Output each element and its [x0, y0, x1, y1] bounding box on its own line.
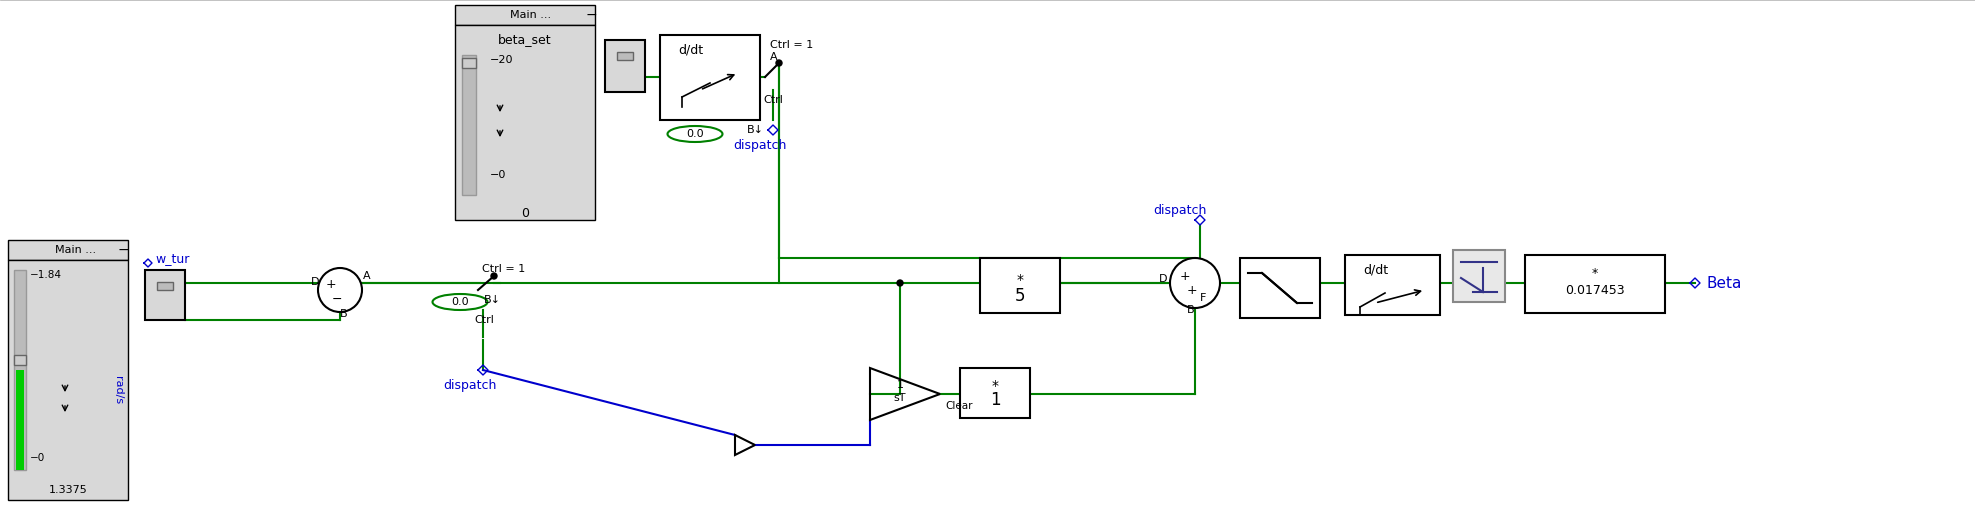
Text: +: + [1179, 271, 1191, 283]
Text: −0: −0 [490, 170, 506, 180]
Bar [14, 355, 26, 365]
Bar [1345, 255, 1440, 315]
Bar [960, 368, 1031, 418]
Text: 5: 5 [1015, 287, 1025, 305]
Text: 0.017453: 0.017453 [1564, 284, 1625, 298]
Bar [144, 270, 186, 320]
Text: −1.84: −1.84 [30, 270, 61, 280]
Bar [604, 40, 646, 92]
Bar [462, 55, 476, 195]
Text: D: D [310, 277, 320, 287]
Bar [980, 258, 1061, 313]
Text: Ctrl: Ctrl [762, 95, 782, 105]
Text: Beta: Beta [1706, 275, 1742, 291]
Text: Main ...: Main ... [55, 245, 97, 255]
Circle shape [897, 280, 903, 286]
Text: dispatch: dispatch [1153, 203, 1207, 216]
Text: −: − [585, 8, 596, 22]
Text: Ctrl = 1: Ctrl = 1 [770, 40, 814, 50]
Text: w_tur: w_tur [154, 252, 190, 266]
Bar [1454, 250, 1505, 302]
Bar [1240, 258, 1319, 318]
Text: B↓: B↓ [484, 295, 502, 305]
Bar [156, 282, 174, 290]
Text: −: − [332, 293, 342, 306]
Bar [8, 260, 128, 500]
Text: −20: −20 [490, 55, 514, 65]
Text: 0: 0 [521, 206, 529, 220]
Bar [454, 5, 594, 25]
Text: 1.3375: 1.3375 [49, 485, 87, 495]
Text: beta_set: beta_set [498, 33, 551, 47]
Text: dispatch: dispatch [442, 379, 496, 391]
Text: 0.0: 0.0 [685, 129, 703, 139]
Text: sT: sT [895, 393, 907, 403]
Text: D: D [1159, 274, 1167, 284]
Text: −: − [117, 243, 128, 257]
Text: Ctrl = 1: Ctrl = 1 [482, 264, 525, 274]
Text: B: B [1187, 305, 1195, 315]
Text: B↓: B↓ [747, 125, 764, 135]
Text: *: * [1017, 273, 1023, 287]
Text: −0: −0 [30, 453, 45, 463]
Ellipse shape [668, 126, 723, 142]
Text: *: * [991, 379, 999, 393]
Bar [1525, 255, 1665, 313]
Circle shape [318, 268, 361, 312]
Text: 1: 1 [897, 380, 903, 390]
Text: rad/s: rad/s [113, 376, 122, 404]
Text: d/dt: d/dt [1363, 264, 1388, 276]
Circle shape [492, 273, 498, 279]
Circle shape [776, 60, 782, 66]
Bar [14, 270, 26, 470]
Bar [8, 240, 128, 260]
Text: Clear: Clear [944, 401, 972, 411]
Text: A: A [363, 271, 371, 281]
Bar [660, 35, 760, 120]
Bar [454, 25, 594, 220]
Text: F: F [1201, 293, 1207, 303]
Text: +: + [1187, 284, 1197, 298]
Circle shape [1169, 258, 1221, 308]
Text: A: A [770, 52, 778, 62]
Text: 0.0: 0.0 [450, 297, 468, 307]
Bar [616, 52, 634, 60]
Ellipse shape [433, 294, 488, 310]
Text: Main ...: Main ... [510, 10, 551, 20]
Bar [462, 58, 476, 68]
Bar [16, 370, 24, 470]
Text: +: + [326, 278, 336, 292]
Text: d/dt: d/dt [677, 44, 703, 56]
Text: *: * [1592, 267, 1598, 279]
Text: Ctrl: Ctrl [474, 315, 494, 325]
Text: 1: 1 [989, 391, 999, 409]
Text: B: B [340, 309, 348, 319]
Text: dispatch: dispatch [733, 138, 786, 152]
